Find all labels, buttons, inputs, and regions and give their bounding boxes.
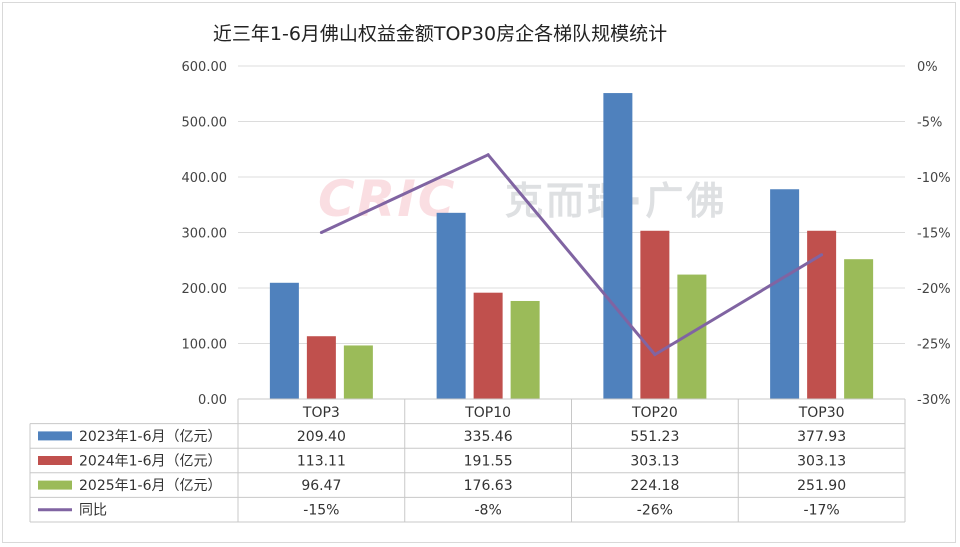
y-left-tick-label: 100.00 (182, 338, 228, 353)
series-name: 同比 (79, 503, 107, 519)
legend-swatch (38, 456, 72, 465)
data-label: -15% (303, 503, 339, 519)
bar (436, 212, 466, 399)
data-label: 335.46 (464, 429, 513, 445)
data-label: 191.55 (464, 454, 513, 470)
y-axis-left: 0.00 100.00 200.00 300.00 400.00 500.00 600.00 (182, 60, 228, 408)
bar (473, 292, 503, 399)
data-label: -17% (804, 503, 840, 519)
data-table: TOP3 TOP10 TOP20 TOP30 2023年1-6月（亿元） 209.40 33… (29, 398, 906, 523)
bar (510, 300, 540, 399)
data-label: 303.13 (797, 454, 846, 470)
legend-swatch (38, 480, 72, 490)
data-label: -26% (637, 503, 673, 519)
y-right-tick-label: -15% (917, 227, 951, 242)
watermark: CRIC 克而瑞·广佛 (318, 170, 724, 228)
yoy-line-point (319, 231, 323, 234)
y-left-tick-label: 0.00 (198, 393, 227, 408)
series-name: 2025年1-6月（亿元） (79, 478, 222, 494)
bar (269, 282, 299, 399)
grid (238, 65, 905, 400)
bar (306, 336, 336, 399)
yoy-line-path (320, 152, 823, 357)
category-label: TOP30 (798, 405, 845, 421)
data-label: -8% (474, 503, 501, 519)
bar (603, 93, 633, 399)
bar (343, 345, 373, 399)
y-right-tick-label: -20% (917, 282, 951, 297)
data-label: 176.63 (464, 478, 513, 494)
data-label: 113.11 (297, 454, 346, 470)
bar (844, 259, 874, 399)
data-label: 251.90 (797, 478, 846, 494)
yoy-line-point (486, 153, 490, 157)
series-name: 2023年1-6月（亿元） (79, 429, 222, 445)
y-right-tick-label: 0% (917, 60, 938, 75)
y-right-tick-label: -5% (917, 116, 942, 131)
y-left-tick-label: 500.00 (182, 116, 228, 131)
data-label: 96.47 (301, 478, 341, 494)
category-label: TOP3 (302, 405, 340, 421)
bars (269, 93, 874, 399)
bar (770, 189, 800, 399)
yoy-line-point (820, 253, 824, 257)
yoy-line (319, 152, 824, 357)
series-name: 2024年1-6月（亿元） (79, 454, 222, 470)
y-right-tick-label: -30% (917, 393, 951, 408)
y-axis-right: -30% -25% -20% -15% -10% -5% 0% (917, 60, 951, 408)
y-left-tick-label: 400.00 (182, 171, 228, 186)
data-label: 377.93 (797, 429, 846, 445)
bar (640, 230, 670, 399)
data-label: 209.40 (297, 429, 346, 445)
y-left-tick-label: 300.00 (182, 227, 228, 242)
y-left-tick-label: 200.00 (182, 282, 228, 297)
chart-title: 近三年1-6月佛山权益金额TOP30房企各梯队规模统计 (213, 23, 667, 45)
data-label: 551.23 (630, 429, 679, 445)
category-label: TOP20 (631, 405, 678, 421)
y-left-tick-label: 600.00 (182, 60, 228, 75)
data-label: 303.13 (630, 454, 679, 470)
y-right-tick-label: -25% (917, 338, 951, 353)
data-label: 224.18 (630, 478, 679, 494)
yoy-line-point (653, 353, 657, 357)
category-label: TOP10 (464, 405, 511, 421)
y-right-tick-label: -10% (917, 171, 951, 186)
legend-swatch (38, 431, 72, 441)
